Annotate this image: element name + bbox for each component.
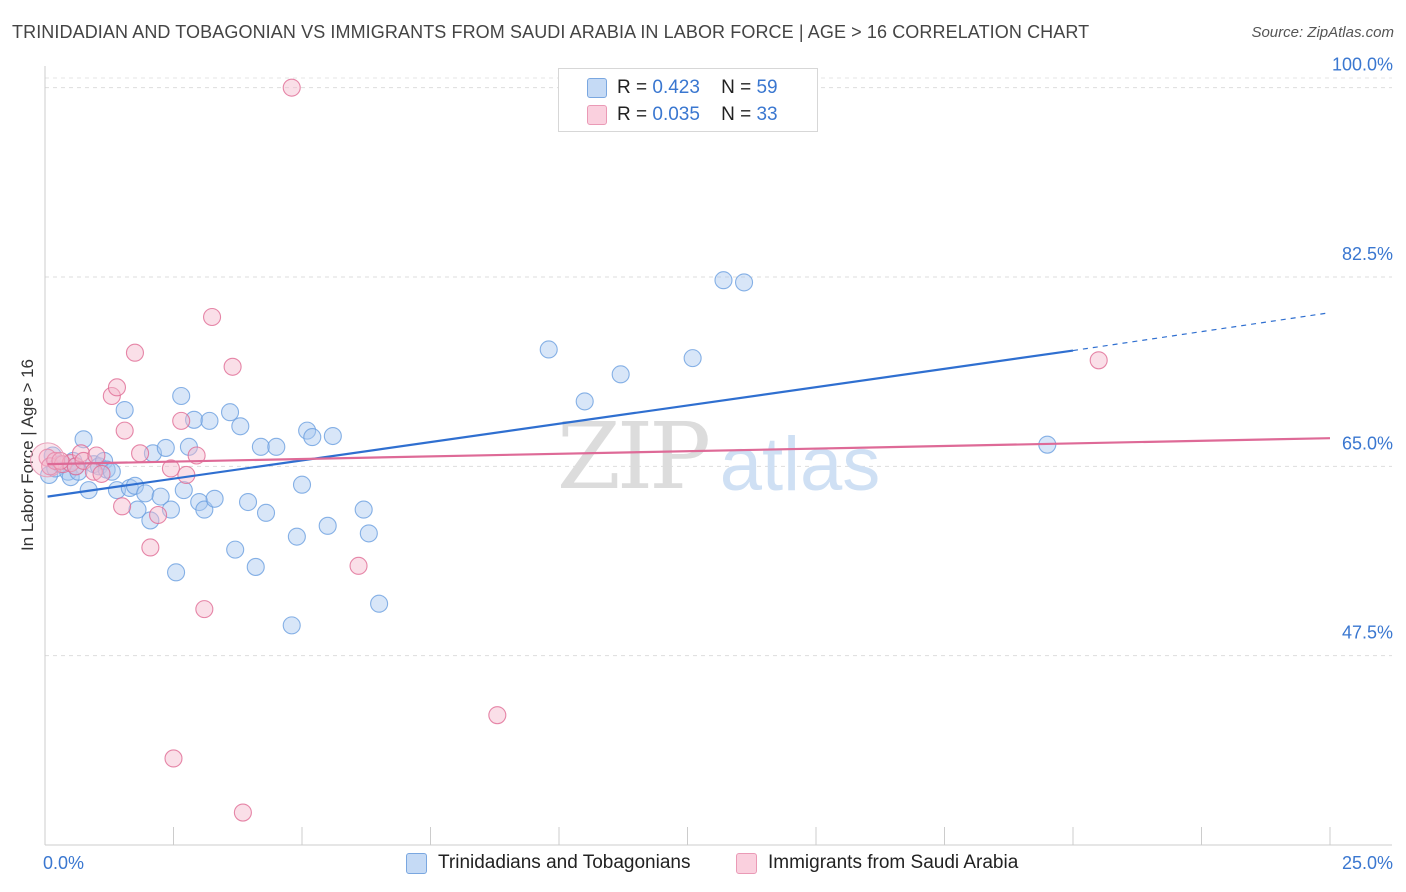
x-tick-label: 25.0% xyxy=(1342,853,1393,873)
legend-swatch-saudi xyxy=(587,105,607,125)
y-tick-label: 65.0% xyxy=(1342,433,1393,453)
watermark: ZIP atlas xyxy=(557,403,880,510)
data-point xyxy=(203,307,222,327)
y-tick-label: 100.0% xyxy=(1332,55,1393,75)
data-point xyxy=(282,78,301,97)
data-point xyxy=(323,426,342,446)
data-point xyxy=(1089,351,1108,370)
series-trinidadian xyxy=(40,271,1057,635)
legend-r-value: 0.035 xyxy=(652,104,700,125)
data-point xyxy=(172,386,191,406)
data-point xyxy=(683,349,702,368)
legend-r-label: R = xyxy=(617,77,648,98)
legend-swatch-trinidadian xyxy=(587,78,607,98)
data-point xyxy=(246,557,265,576)
legend-n-value: 33 xyxy=(756,104,778,125)
data-point xyxy=(149,505,168,525)
bottom-legend-swatch-trinidadian xyxy=(406,853,427,874)
data-point xyxy=(136,484,155,503)
data-point xyxy=(359,524,378,543)
data-point xyxy=(174,481,193,500)
chart-title: TRINIDADIAN AND TOBAGONIAN VS IMMIGRANTS… xyxy=(12,22,1090,42)
data-point xyxy=(734,273,754,292)
data-point xyxy=(238,492,258,512)
data-point xyxy=(303,428,322,447)
data-point-cluster xyxy=(30,442,66,478)
bottom-legend-label-saudi: Immigrants from Saudi Arabia xyxy=(768,852,1019,873)
data-point xyxy=(488,706,507,725)
legend-r-label: R = xyxy=(617,104,648,125)
data-point xyxy=(125,343,144,362)
data-point xyxy=(115,421,134,440)
data-point xyxy=(185,410,204,429)
legend-n-value: 59 xyxy=(756,77,778,98)
data-point xyxy=(251,437,270,456)
data-point xyxy=(167,563,186,582)
data-point xyxy=(292,475,312,494)
data-point xyxy=(539,340,558,359)
watermark-zip: ZIP xyxy=(557,403,708,510)
y-tick-label: 82.5% xyxy=(1342,244,1393,264)
data-point xyxy=(714,271,733,290)
watermark-atlas: atlas xyxy=(720,422,881,507)
trend-lines xyxy=(47,312,1331,498)
data-point xyxy=(200,411,219,430)
data-point xyxy=(370,594,389,613)
data-point xyxy=(354,500,373,519)
data-point xyxy=(195,600,214,619)
axes xyxy=(44,66,1392,846)
data-point xyxy=(115,401,134,420)
data-point xyxy=(161,459,180,478)
tick-labels: 100.0% 82.5% 65.0% 47.5% 0.0% 25.0% xyxy=(43,55,1393,873)
bottom-legend-swatch-saudi xyxy=(736,853,757,874)
bottom-legend-label-trinidadian: Trinidadians and Tobagonians xyxy=(438,852,691,873)
data-point xyxy=(131,444,150,463)
data-point xyxy=(287,527,306,546)
trend-line-saudi xyxy=(47,437,1331,466)
data-point xyxy=(128,500,147,519)
data-point xyxy=(282,616,301,635)
data-point xyxy=(172,411,191,430)
data-point xyxy=(575,392,594,411)
data-point xyxy=(223,357,242,376)
y-tick-label: 47.5% xyxy=(1342,623,1393,643)
legend-r-value: 0.423 xyxy=(652,77,700,98)
data-point xyxy=(233,803,252,822)
data-point xyxy=(156,438,175,457)
data-point xyxy=(92,464,111,483)
data-point xyxy=(318,516,337,535)
trend-line-trinidadian-extension xyxy=(1072,312,1331,352)
trend-line-trinidadian xyxy=(47,349,1074,498)
legend-n-label: N = xyxy=(721,77,752,98)
data-point xyxy=(256,503,276,522)
x-tick-label: 0.0% xyxy=(43,853,84,873)
data-point xyxy=(113,497,132,516)
data-point xyxy=(231,417,250,436)
data-point xyxy=(151,487,170,506)
data-point xyxy=(187,446,206,465)
data-point xyxy=(611,365,630,384)
source-label: Source: ZipAtlas.com xyxy=(1251,24,1394,41)
data-point xyxy=(226,540,245,559)
data-point xyxy=(349,556,368,575)
data-point xyxy=(205,489,224,508)
data-point xyxy=(220,403,240,422)
data-point xyxy=(74,430,93,449)
data-point xyxy=(102,386,121,406)
data-point xyxy=(87,446,106,465)
data-point xyxy=(107,378,127,397)
data-point xyxy=(267,437,286,456)
stats-legend: R = 0.423 N = 59 R = 0.035 N = 33 xyxy=(558,68,818,132)
data-points xyxy=(30,78,1108,822)
data-point xyxy=(141,538,160,557)
data-point xyxy=(164,749,183,768)
legend-n-label: N = xyxy=(721,104,752,125)
